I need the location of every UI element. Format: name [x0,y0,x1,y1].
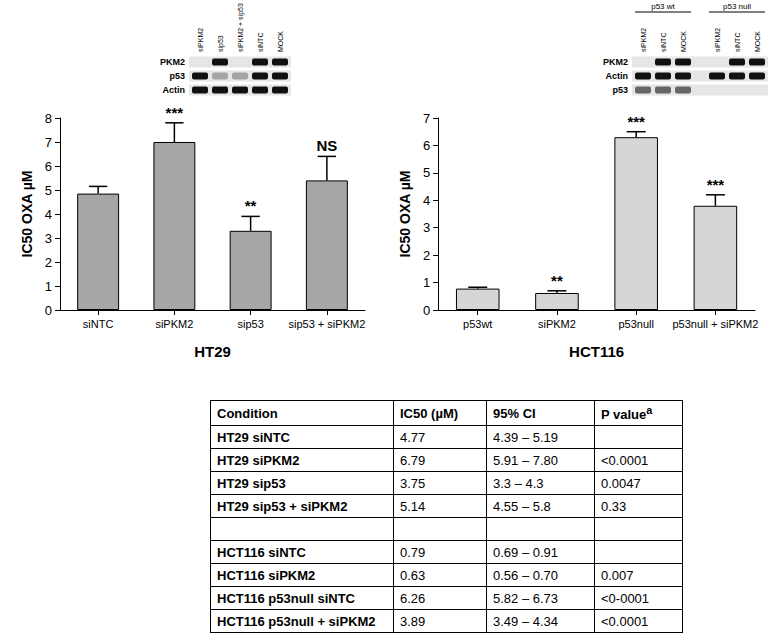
html-text:HCT116 p53null + siPKM2: HCT116 p53null + siPKM2 [217,613,376,629]
svg-text:3: 3 [423,220,430,235]
svg-text:6: 6 [45,159,52,174]
svg-text:siNTC: siNTC [660,33,667,52]
svg-text:p53 wt: p53 wt [651,2,675,11]
html-text:0.007: 0.007 [601,567,634,583]
svg-text:siPKM2 + sip53: siPKM2 + sip53 [237,3,245,52]
svg-text:**: ** [551,272,563,289]
html-text:<0.0001: <0.0001 [601,613,649,629]
html-text:4.77: 4.77 [400,429,426,445]
svg-text:MOCK: MOCK [277,31,284,52]
svg-text:p53wt: p53wt [463,318,492,330]
html-text:4.39 – 5.19: 4.39 – 5.19 [493,429,559,445]
html-text:<0.0001: <0.0001 [601,452,649,468]
svg-text:siPKM2: siPKM2 [538,318,576,330]
svg-text:2: 2 [45,255,52,270]
html-text:3.89: 3.89 [400,613,426,629]
svg-text:PKM2: PKM2 [603,57,628,67]
svg-text:2: 2 [423,248,430,263]
html-text:HCT116 siNTC: HCT116 siNTC [217,544,306,560]
html-text:<0-0001: <0-0001 [601,590,650,606]
svg-text:NS: NS [316,137,337,154]
html-text:HCT116 p53null siNTC: HCT116 p53null siNTC [217,590,355,606]
svg-text:Actin: Actin [606,71,629,81]
html-text:HT29 sip53: HT29 sip53 [217,475,286,491]
svg-text:1: 1 [423,275,430,290]
svg-text:p53null: p53null [618,318,653,330]
svg-text:7: 7 [423,111,430,126]
svg-text:p53 null: p53 null [723,2,751,11]
html-text:5.91 – 7.80: 5.91 – 7.80 [493,452,559,468]
svg-text:IC50 OXA µM: IC50 OXA µM [397,171,413,258]
svg-text:HCT116: HCT116 [569,343,624,360]
svg-text:siNTC: siNTC [83,318,114,330]
html-text:5.14: 5.14 [400,498,426,514]
svg-text:4: 4 [45,207,52,222]
html-text:HCT116 siPKM2: HCT116 siPKM2 [217,567,316,583]
svg-text:**: ** [245,197,257,214]
svg-text:5: 5 [423,165,430,180]
html-text:6.26: 6.26 [400,590,426,606]
svg-text:6: 6 [423,138,430,153]
html-text:3.3 – 4.3: 3.3 – 4.3 [493,475,544,491]
svg-text:siNTC: siNTC [734,33,741,52]
html-text:3.75: 3.75 [400,475,426,491]
svg-text:3: 3 [45,231,52,246]
html-text:3.49 – 4.34: 3.49 – 4.34 [493,613,559,629]
svg-text:sip53 + siPKM2: sip53 + siPKM2 [289,318,366,330]
svg-text:siPKM2: siPKM2 [197,28,204,52]
html-text:Condition: Condition [217,405,278,421]
svg-text:PKM2: PKM2 [160,57,185,67]
svg-text:0: 0 [423,303,430,318]
svg-text:sip53: sip53 [217,35,225,52]
svg-text:p53null + siPKM2: p53null + siPKM2 [672,318,758,330]
svg-text:siPKM2: siPKM2 [714,28,721,52]
html-text:IC50 (µM): IC50 (µM) [400,405,459,421]
svg-text:MOCK: MOCK [754,31,761,52]
svg-text:***: *** [166,104,184,121]
svg-text:siPKM2: siPKM2 [640,28,647,52]
html-text:0.63: 0.63 [400,567,426,583]
html-text:0.0047: 0.0047 [601,475,641,491]
html-text:0.79: 0.79 [400,544,426,560]
svg-text:p53: p53 [169,71,185,81]
html-text:0.56 – 0.70: 0.56 – 0.70 [493,567,559,583]
svg-text:7: 7 [45,135,52,150]
html-text:HT29 siPKM2: HT29 siPKM2 [217,452,300,468]
svg-text:0: 0 [45,303,52,318]
svg-text:4: 4 [423,193,430,208]
svg-text:p53: p53 [612,85,628,95]
svg-text:MOCK: MOCK [680,31,687,52]
svg-text:***: *** [627,113,645,130]
svg-text:Actin: Actin [163,85,186,95]
svg-text:sip53: sip53 [237,318,263,330]
html-text:HT29 sip53 + siPKM2: HT29 sip53 + siPKM2 [217,498,348,514]
html-text:5.82 – 6.73: 5.82 – 6.73 [493,590,559,606]
html-text:4.55 – 5.8: 4.55 – 5.8 [493,498,551,514]
html-text:6.79: 6.79 [400,452,426,468]
svg-text:IC50 OXA µM: IC50 OXA µM [19,171,35,258]
html-text:95% CI: 95% CI [493,405,536,421]
html-text:HT29 siNTC: HT29 siNTC [217,429,290,445]
html-text:P valuea: P valuea [601,404,653,423]
svg-text:5: 5 [45,183,52,198]
svg-text:HT29: HT29 [194,343,231,360]
svg-text:siPKM2: siPKM2 [155,318,193,330]
svg-text:1: 1 [45,279,52,294]
svg-text:***: *** [707,176,725,193]
html-text:0.33: 0.33 [601,498,627,514]
html-text:0.69 – 0.91: 0.69 – 0.91 [493,544,559,560]
svg-text:8: 8 [45,111,52,126]
svg-text:siNTC: siNTC [257,33,264,52]
